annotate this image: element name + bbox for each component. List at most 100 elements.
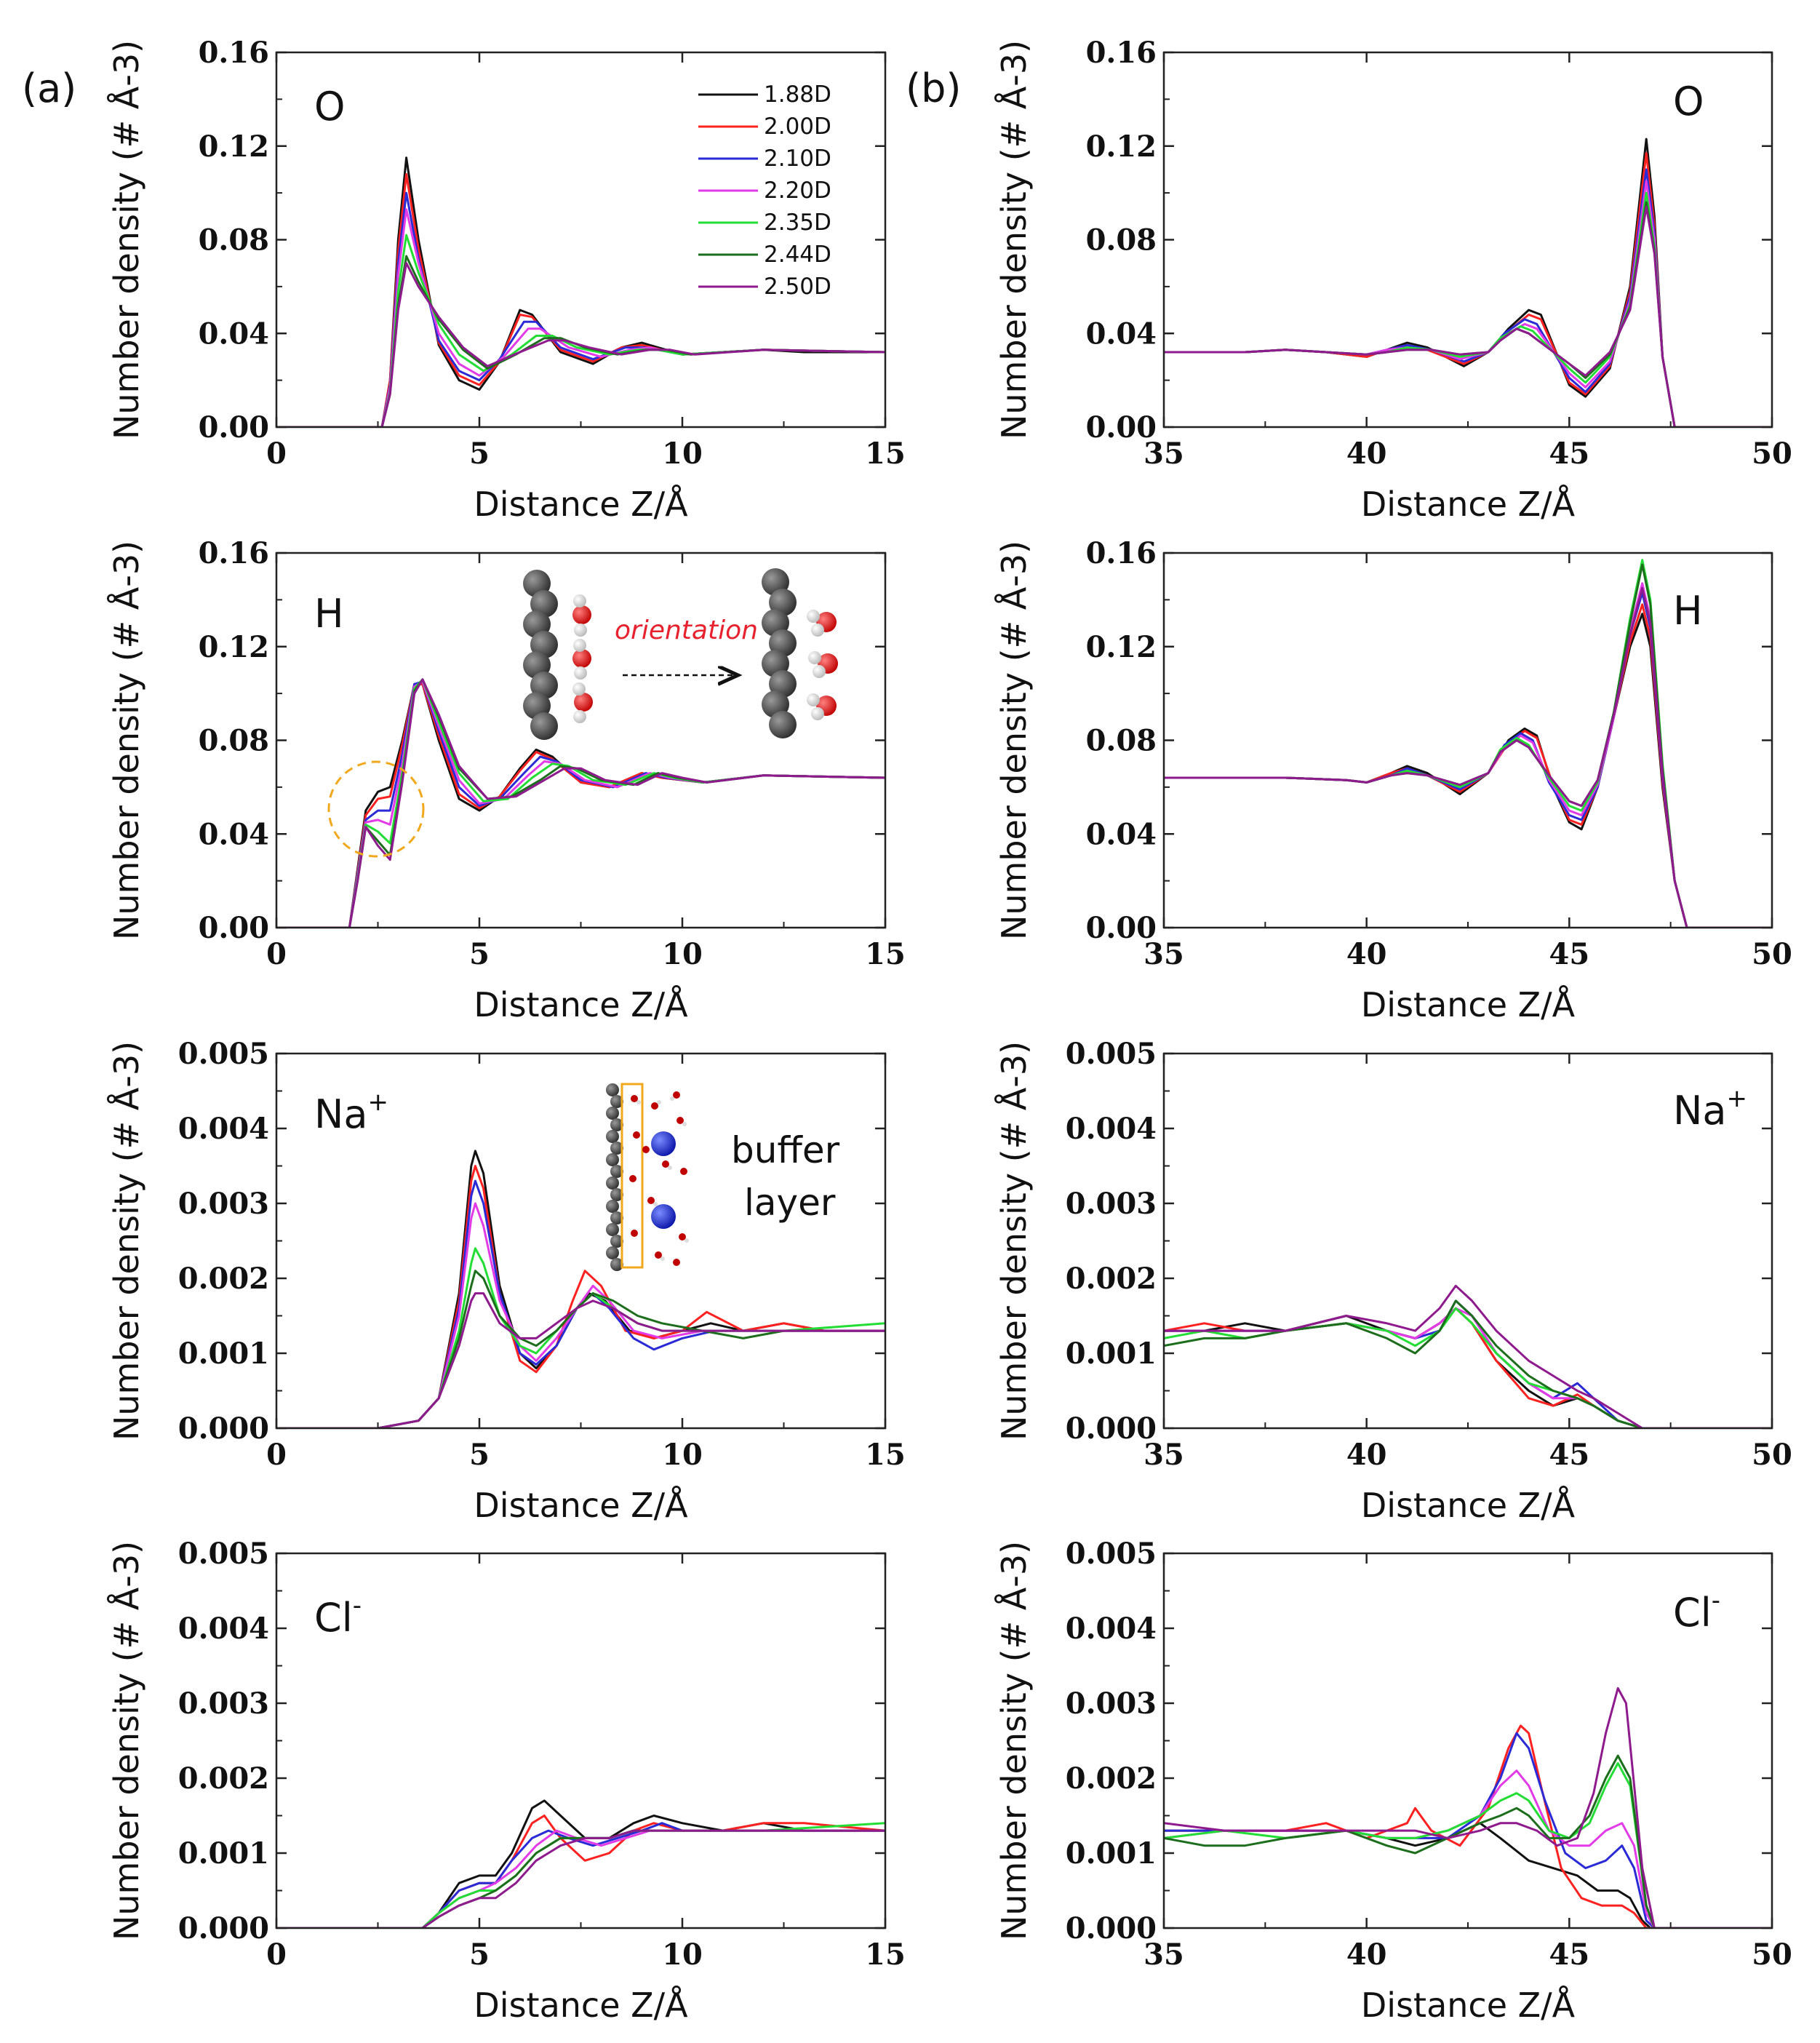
x-tick-label: 10 [662, 1938, 703, 1972]
series-line-2.35D [1164, 191, 1772, 427]
series-group [1164, 559, 1772, 928]
panel-tag-b: (b) [906, 65, 961, 111]
y-tick-label: 0.001 [1066, 1836, 1157, 1871]
series-line-2.20D [1164, 582, 1772, 928]
legend-entry: 1.88D [764, 81, 831, 108]
plot-frame [275, 51, 887, 429]
series-line-2.00D [1164, 1307, 1772, 1428]
x-tick-label: 10 [662, 437, 703, 471]
series-group [276, 1150, 885, 1428]
water-molecules-left [572, 594, 593, 723]
series-line-2.50D [1164, 586, 1772, 928]
y-axis-title: Number density (# Å-3) [107, 40, 146, 439]
y-tick-label: 0.04 [1086, 817, 1157, 851]
legend-entry: 2.44D [764, 242, 831, 268]
species-label: Na+ [1673, 1084, 1747, 1134]
series-line-2.00D [1164, 151, 1772, 427]
y-tick-label: 0.001 [1066, 1337, 1157, 1371]
panels: 0 5 10 15 0.00 0.04 0.08 0.12 0.16 Distance Z/Å Nu… [107, 36, 1792, 2025]
y-tick-label: 0.002 [1066, 1761, 1157, 1796]
series-line-2.50D [1164, 1284, 1772, 1428]
orientation-inset: orientation [523, 568, 838, 740]
x-tick-label: 45 [1549, 1938, 1589, 1972]
x-tick-label: 5 [469, 1938, 490, 1972]
y-tick-label: 0.04 [199, 817, 269, 851]
buffer-label-line1: buffer [731, 1129, 840, 1171]
series-line-2.50D [276, 1829, 885, 1928]
series-line-2.35D [1164, 1307, 1772, 1428]
y-tick-label: 0.005 [178, 1037, 269, 1071]
x-tick-label: 15 [865, 937, 906, 971]
x-tick-label: 40 [1346, 1438, 1387, 1472]
x-tick-label: 50 [1752, 937, 1792, 971]
series-line-2.44D [1164, 201, 1772, 427]
buffer-layer-box [620, 1083, 644, 1269]
legend-entry: 2.20D [764, 178, 831, 204]
na-ion-top [651, 1131, 676, 1156]
y-tick-label: 0.005 [1066, 1037, 1157, 1071]
x-axis-title: Distance Z/Å [1361, 1486, 1576, 1525]
series-line-2.44D [1164, 1299, 1772, 1428]
x-tick-label: 40 [1346, 937, 1387, 971]
series-line-2.50D [276, 262, 885, 427]
na-ion-bottom [651, 1204, 676, 1229]
series-group [276, 678, 885, 928]
plot-frame [275, 1552, 887, 1930]
y-tick-label: 0.00 [1086, 911, 1157, 945]
x-tick-label: 45 [1549, 1438, 1589, 1472]
y-tick-label: 0.16 [1086, 36, 1157, 70]
series-line-2.20D [1164, 180, 1772, 427]
y-tick-label: 0.12 [199, 130, 269, 164]
legend-entry: 2.50D [764, 274, 831, 300]
x-axis-title: Distance Z/Å [474, 485, 688, 524]
species-label: H [1673, 588, 1703, 634]
series-line-1.88D [1164, 613, 1772, 928]
graphene-sheet-right [762, 568, 797, 738]
x-tick-label: 45 [1549, 437, 1589, 471]
x-tick-label: 15 [865, 437, 906, 471]
series-line-2.00D [1164, 1724, 1772, 1928]
y-tick-label: 0.08 [1086, 223, 1157, 258]
y-tick-label: 0.12 [1086, 130, 1157, 164]
x-axis-title: Distance Z/Å [474, 985, 688, 1024]
legend-entry: 2.00D [764, 114, 831, 140]
y-tick-label: 0.000 [1066, 1411, 1157, 1446]
y-tick-label: 0.003 [1066, 1686, 1157, 1721]
species-label: Cl- [1673, 1586, 1720, 1636]
y-tick-label: 0.005 [178, 1537, 269, 1571]
panel-Cl_right: 35 40 45 50 0.000 0.001 0.002 0.003 0.004 0.005 Di… [994, 1537, 1792, 2025]
y-tick-label: 0.16 [199, 36, 269, 70]
species-symbol: Cl [314, 1595, 353, 1641]
x-tick-label: 5 [469, 437, 490, 471]
series-group [1164, 1284, 1772, 1428]
x-tick-label: 35 [1144, 1938, 1184, 1972]
x-tick-label: 10 [662, 1438, 703, 1472]
water-molecules-bulk [629, 1091, 689, 1266]
series-line-1.88D [276, 1799, 885, 1928]
panel-O_left: 0 5 10 15 0.00 0.04 0.08 0.12 0.16 Distance Z/Å Nu… [107, 36, 906, 524]
x-axis-title: Distance Z/Å [1361, 485, 1576, 524]
highlight-circle [327, 760, 425, 858]
x-tick-label: 0 [266, 937, 287, 971]
series-group [276, 156, 885, 427]
y-tick-label: 0.005 [1066, 1537, 1157, 1571]
x-tick-label: 40 [1346, 437, 1387, 471]
y-tick-label: 0.12 [199, 630, 269, 664]
x-tick-label: 50 [1752, 437, 1792, 471]
y-tick-label: 0.003 [178, 1686, 269, 1721]
y-tick-label: 0.004 [178, 1612, 269, 1646]
series-line-2.20D [276, 1202, 885, 1428]
series-line-1.88D [1164, 1307, 1772, 1428]
species-charge: - [1712, 1586, 1720, 1615]
y-axis-title: Number density (# Å-3) [107, 1041, 146, 1441]
series-line-2.10D [1164, 168, 1772, 427]
y-axis-title: Number density (# Å-3) [994, 1541, 1034, 1940]
species-symbol: H [314, 591, 344, 637]
x-tick-label: 35 [1144, 437, 1184, 471]
x-tick-label: 40 [1346, 1938, 1387, 1972]
x-tick-label: 0 [266, 437, 287, 471]
x-tick-label: 5 [469, 937, 490, 971]
water-molecules-right [807, 610, 838, 720]
x-tick-label: 15 [865, 1938, 906, 1972]
